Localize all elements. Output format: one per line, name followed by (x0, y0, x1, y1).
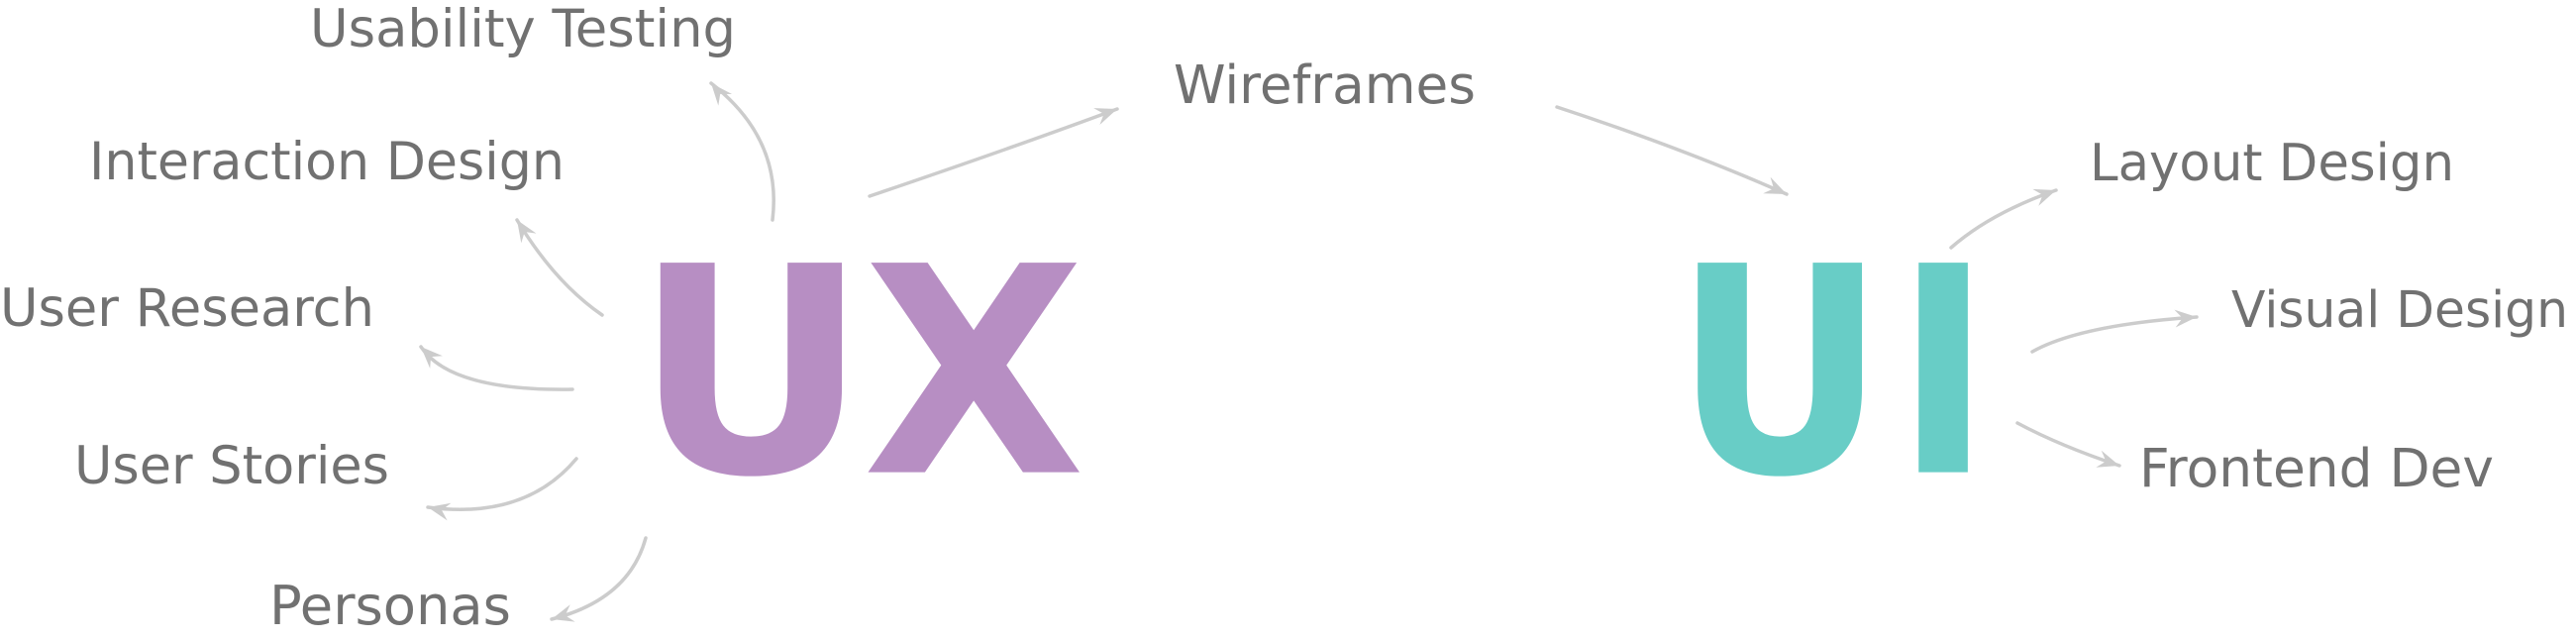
arrow-wireframes-to-ui (1555, 105, 1789, 196)
arrow-to-frontend-dev (2015, 421, 2121, 468)
arrow-ux-to-wireframes (868, 107, 1119, 198)
arrow-to-usability-testing (709, 81, 775, 222)
label-interaction-design: Interaction Design (89, 133, 565, 192)
label-layout-design: Layout Design (2090, 134, 2455, 193)
label-visual-design: Visual Design (2231, 280, 2569, 339)
ux-title: UX (634, 205, 1085, 541)
label-user-research: User Research (0, 278, 374, 339)
label-frontend-dev: Frontend Dev (2139, 437, 2494, 499)
arrow-to-visual-design (2030, 309, 2199, 354)
ui-title: UI (1674, 205, 2002, 541)
arrow-to-user-research (419, 345, 574, 391)
arrow-to-personas (550, 536, 648, 622)
label-usability-testing: Usability Testing (310, 0, 736, 59)
label-user-stories: User Stories (74, 436, 390, 496)
arrow-to-interaction-design (515, 218, 604, 317)
label-personas: Personas (269, 575, 511, 637)
arrow-to-user-stories (426, 457, 578, 521)
arrow-to-layout-design (1949, 188, 2058, 250)
label-wireframes: Wireframes (1174, 54, 1476, 116)
